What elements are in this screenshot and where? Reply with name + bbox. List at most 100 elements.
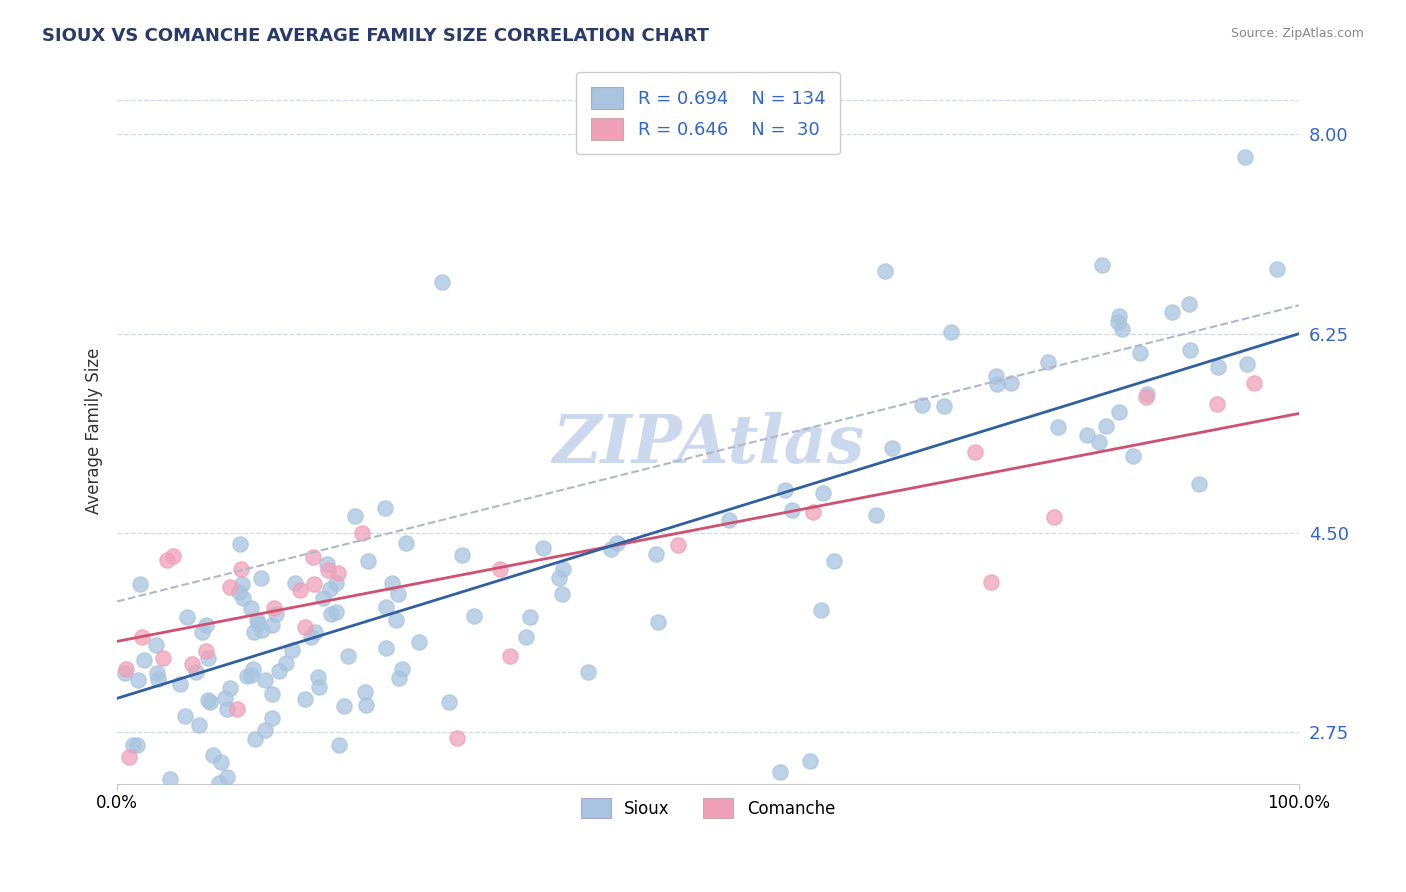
Point (1111, 322, 1133, 336)
Point (551, 587, 574, 601)
Point (882, 441, 904, 455)
Point (127, 673, 149, 688)
Point (1161, 305, 1184, 319)
Point (1208, 359, 1230, 374)
Point (176, 610, 198, 624)
Point (450, 548, 472, 562)
Point (823, 554, 845, 568)
Point (187, 717, 209, 731)
Point (644, 547, 666, 561)
Point (156, 553, 179, 567)
Point (208, 776, 231, 790)
Point (294, 620, 316, 634)
Point (217, 702, 239, 716)
Point (1108, 309, 1130, 323)
Point (186, 665, 208, 680)
Text: Source: ZipAtlas.com: Source: ZipAtlas.com (1230, 27, 1364, 40)
Point (499, 649, 522, 664)
Point (548, 571, 571, 585)
Point (260, 711, 283, 725)
Point (235, 669, 257, 683)
Point (769, 765, 792, 780)
Point (246, 613, 269, 627)
Legend: Sioux, Comanche: Sioux, Comanche (575, 791, 842, 825)
Point (1178, 343, 1201, 357)
Point (408, 635, 430, 649)
Point (1265, 261, 1288, 276)
Point (134, 653, 156, 667)
Point (1129, 346, 1152, 360)
Point (391, 662, 413, 676)
Point (531, 541, 554, 555)
Point (980, 574, 1002, 589)
Point (1095, 418, 1118, 433)
Point (245, 732, 267, 747)
Point (374, 600, 396, 615)
Point (276, 657, 298, 671)
Y-axis label: Average Family Size: Average Family Size (86, 347, 103, 514)
Point (395, 536, 418, 550)
Point (284, 576, 307, 591)
Point (197, 693, 219, 707)
Point (302, 577, 325, 591)
Point (343, 508, 366, 523)
Point (350, 526, 373, 541)
Point (325, 576, 347, 591)
Point (328, 566, 350, 581)
Point (249, 571, 271, 585)
Point (551, 562, 574, 576)
Point (600, 541, 623, 556)
Point (262, 687, 284, 701)
Point (666, 538, 689, 552)
Point (304, 624, 326, 639)
Point (239, 601, 262, 615)
Point (228, 585, 250, 599)
Point (1243, 376, 1265, 391)
Point (131, 630, 153, 644)
Point (145, 666, 167, 681)
Point (118, 750, 141, 764)
Point (152, 651, 174, 665)
Point (934, 399, 956, 413)
Point (146, 672, 169, 686)
Point (145, 638, 167, 652)
Point (354, 698, 377, 712)
Point (159, 772, 181, 787)
Point (385, 614, 408, 628)
Point (308, 680, 330, 694)
Point (963, 444, 986, 458)
Point (174, 709, 197, 723)
Point (316, 563, 339, 577)
Point (489, 562, 512, 576)
Point (941, 325, 963, 339)
Point (328, 738, 350, 752)
Point (250, 623, 273, 637)
Point (264, 607, 287, 621)
Point (218, 580, 240, 594)
Point (811, 485, 834, 500)
Point (319, 607, 342, 621)
Point (194, 618, 217, 632)
Point (1076, 428, 1098, 442)
Point (374, 641, 396, 656)
Point (315, 557, 337, 571)
Point (218, 681, 240, 695)
Point (1000, 376, 1022, 390)
Point (229, 537, 252, 551)
Point (215, 770, 238, 784)
Point (162, 549, 184, 563)
Point (225, 702, 247, 716)
Point (290, 583, 312, 598)
Point (336, 648, 359, 663)
Point (294, 691, 316, 706)
Point (388, 671, 411, 685)
Point (242, 662, 264, 676)
Point (318, 582, 340, 596)
Text: SIOUX VS COMANCHE AVERAGE FAMILY SIZE CORRELATION CHART: SIOUX VS COMANCHE AVERAGE FAMILY SIZE CO… (42, 27, 709, 45)
Point (437, 694, 460, 708)
Point (773, 483, 796, 497)
Point (166, 795, 188, 809)
Point (194, 644, 217, 658)
Point (128, 576, 150, 591)
Point (1236, 357, 1258, 371)
